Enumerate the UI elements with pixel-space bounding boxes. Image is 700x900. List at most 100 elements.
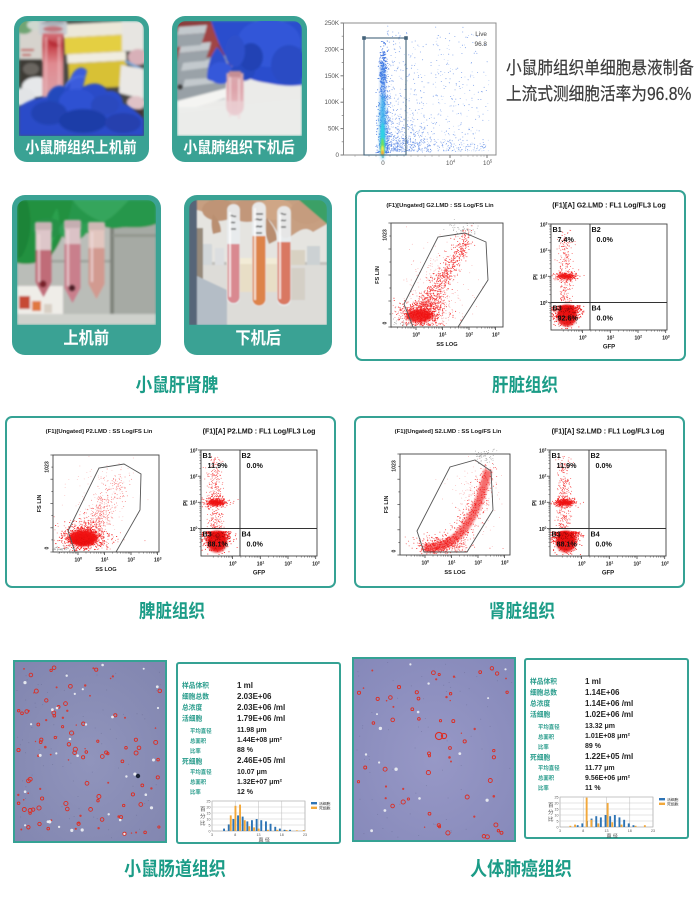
svg-text:B2: B2 xyxy=(242,451,251,461)
svg-text:11.9%: 11.9% xyxy=(557,461,578,471)
svg-text:20: 20 xyxy=(555,802,559,807)
svg-text:1023: 1023 xyxy=(391,460,398,472)
svg-text:直 径: 直 径 xyxy=(259,837,270,844)
svg-text:100: 100 xyxy=(578,560,586,568)
svg-text:0: 0 xyxy=(557,826,559,831)
svg-text:92.6%: 92.6% xyxy=(558,314,579,324)
svg-text:150K: 150K xyxy=(325,71,340,80)
svg-text:100: 100 xyxy=(190,525,198,533)
svg-text:PI: PI xyxy=(531,274,540,280)
svg-text:18: 18 xyxy=(628,829,632,834)
svg-text:103: 103 xyxy=(492,331,500,339)
svg-text:0: 0 xyxy=(44,546,51,549)
svg-text:(F1)[Ungated] G2.LMD : SS Log/: (F1)[Ungated] G2.LMD : SS Log/FS Lin xyxy=(386,200,494,209)
svg-text:13: 13 xyxy=(605,829,609,834)
svg-text:101: 101 xyxy=(439,331,447,339)
svg-text:100: 100 xyxy=(579,334,587,342)
svg-text:死细胞: 死细胞 xyxy=(319,806,331,812)
svg-text:比: 比 xyxy=(548,815,554,823)
svg-text:15: 15 xyxy=(207,812,211,817)
svg-text:5: 5 xyxy=(557,820,559,825)
svg-text:101: 101 xyxy=(101,556,109,564)
svg-text:102: 102 xyxy=(466,331,474,339)
svg-text:100: 100 xyxy=(75,556,83,564)
svg-text:B3: B3 xyxy=(552,530,561,540)
svg-text:分: 分 xyxy=(200,812,206,820)
svg-text:(F1)[Ungated] P2.LMD : SS Log/: (F1)[Ungated] P2.LMD : SS Log/FS Lin xyxy=(46,426,153,435)
svg-text:10: 10 xyxy=(207,818,211,823)
svg-text:1023: 1023 xyxy=(44,461,51,473)
svg-text:25: 25 xyxy=(207,800,211,805)
svg-text:0.0%: 0.0% xyxy=(597,235,614,245)
svg-text:死细胞: 死细胞 xyxy=(667,802,679,808)
svg-text:(F1)[A] S2.LMD : FL1 Log/FL3 L: (F1)[A] S2.LMD : FL1 Log/FL3 Log xyxy=(552,427,665,437)
svg-text:101: 101 xyxy=(607,334,615,342)
svg-text:88.1%: 88.1% xyxy=(557,540,578,550)
svg-text:50K: 50K xyxy=(328,124,340,133)
svg-text:88.1%: 88.1% xyxy=(208,540,229,550)
svg-text:102: 102 xyxy=(190,473,198,481)
svg-text:直 径: 直 径 xyxy=(607,833,618,840)
svg-text:3: 3 xyxy=(211,833,213,838)
svg-text:103: 103 xyxy=(540,220,548,228)
svg-text:103: 103 xyxy=(539,446,547,454)
svg-text:103: 103 xyxy=(501,559,509,567)
svg-text:3: 3 xyxy=(559,829,561,834)
svg-text:101: 101 xyxy=(539,499,547,507)
svg-text:15: 15 xyxy=(555,808,559,813)
svg-text:100: 100 xyxy=(413,331,421,339)
svg-text:102: 102 xyxy=(285,560,293,568)
svg-text:250K: 250K xyxy=(325,18,340,27)
svg-text:96.8: 96.8 xyxy=(475,39,488,48)
svg-text:0.0%: 0.0% xyxy=(597,314,614,324)
svg-text:分: 分 xyxy=(548,808,554,816)
svg-text:百: 百 xyxy=(548,801,554,809)
svg-text:102: 102 xyxy=(540,247,548,255)
svg-text:100K: 100K xyxy=(325,97,340,106)
svg-text:103: 103 xyxy=(312,560,320,568)
svg-text:100: 100 xyxy=(422,559,430,567)
svg-text:PI: PI xyxy=(530,500,539,506)
svg-text:FS LIN: FS LIN xyxy=(382,496,390,514)
svg-text:102: 102 xyxy=(539,473,547,481)
svg-text:102: 102 xyxy=(475,559,483,567)
svg-text:5: 5 xyxy=(209,824,211,829)
svg-text:GFP: GFP xyxy=(253,568,265,577)
svg-text:20: 20 xyxy=(207,806,211,811)
svg-text:B2: B2 xyxy=(591,451,600,461)
svg-text:0: 0 xyxy=(381,158,385,167)
svg-text:102: 102 xyxy=(634,560,642,568)
svg-text:GFP: GFP xyxy=(603,342,615,351)
svg-text:102: 102 xyxy=(128,556,136,564)
svg-text:101: 101 xyxy=(540,273,548,281)
svg-text:0: 0 xyxy=(209,830,211,835)
svg-text:102: 102 xyxy=(635,334,643,342)
svg-text:103: 103 xyxy=(661,560,669,568)
svg-text:B3: B3 xyxy=(553,304,562,314)
svg-text:(F1)[A] G2.LMD : FL1 Log/FL3 L: (F1)[A] G2.LMD : FL1 Log/FL3 Log xyxy=(552,201,666,211)
svg-text:101: 101 xyxy=(448,559,456,567)
svg-text:SS LOG: SS LOG xyxy=(444,568,465,576)
svg-text:18: 18 xyxy=(280,833,284,838)
svg-text:0: 0 xyxy=(382,321,389,324)
svg-text:200K: 200K xyxy=(325,44,340,53)
svg-text:0: 0 xyxy=(391,549,398,552)
svg-text:23: 23 xyxy=(651,829,655,834)
svg-text:103: 103 xyxy=(190,446,198,454)
svg-text:8: 8 xyxy=(234,833,236,838)
svg-text:101: 101 xyxy=(190,499,198,507)
svg-text:FS LIN: FS LIN xyxy=(35,495,43,513)
svg-text:105: 105 xyxy=(483,158,493,167)
svg-text:0: 0 xyxy=(336,150,340,159)
svg-text:13: 13 xyxy=(257,833,261,838)
svg-text:百: 百 xyxy=(200,805,206,813)
svg-text:100: 100 xyxy=(540,299,548,307)
svg-text:1023: 1023 xyxy=(382,229,389,241)
svg-text:104: 104 xyxy=(446,158,456,167)
svg-text:8: 8 xyxy=(582,829,584,834)
svg-text:B4: B4 xyxy=(592,304,601,314)
svg-text:23: 23 xyxy=(303,833,307,838)
svg-text:Live: Live xyxy=(475,29,487,38)
svg-text:FS LIN: FS LIN xyxy=(373,266,381,284)
svg-text:SS LOG: SS LOG xyxy=(436,340,457,348)
